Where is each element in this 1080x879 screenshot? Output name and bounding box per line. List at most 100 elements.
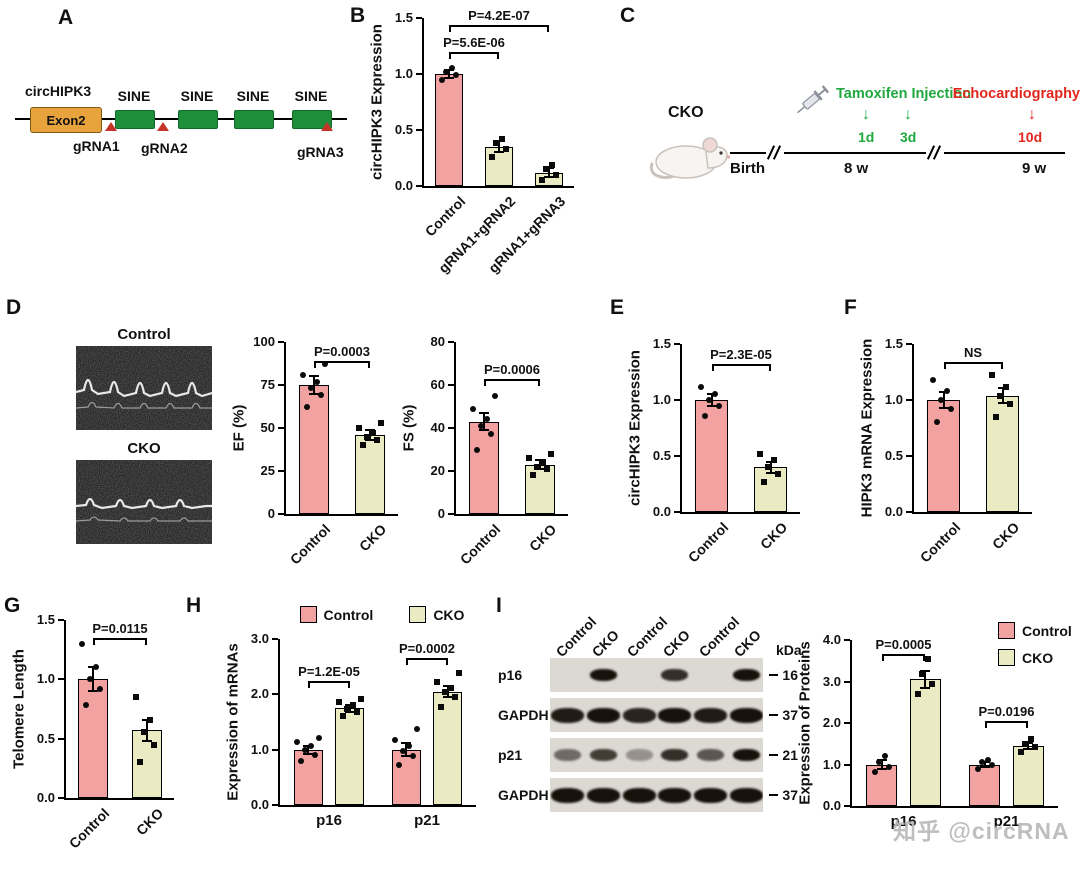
y-tick-label: 25 xyxy=(260,463,275,478)
x-axis-labels: Control CKO xyxy=(682,514,810,594)
experiment-timeline: CKO Tamoxifen Injection Echocardiography… xyxy=(638,26,1080,211)
y-tick-label: 50 xyxy=(260,420,275,435)
y-tick xyxy=(906,343,912,345)
data-point xyxy=(147,716,153,723)
legend-label: Control xyxy=(323,606,374,623)
panel-h-chart: Control CKO Expression of mRNAs 0.0 1.0 2.0 3.… xyxy=(224,606,486,831)
sine-box xyxy=(115,110,155,129)
error-bar xyxy=(405,743,408,757)
data-point xyxy=(93,664,99,671)
data-point xyxy=(137,759,143,766)
y-tick xyxy=(272,748,278,751)
plot-area: P=1.2E-05 P=0.0002 xyxy=(278,639,476,807)
error-cap xyxy=(442,696,453,699)
kda-value: 21 xyxy=(782,747,798,763)
sig-tick xyxy=(314,361,316,368)
data-point xyxy=(308,385,314,392)
x-tick-label: p21 xyxy=(993,813,1020,830)
grna3-label: gRNA3 xyxy=(297,144,344,160)
kda-dash xyxy=(769,674,779,676)
gene-map-diagram: circHIPK3 Exon2 SINE SINE SINE SINE gRNA… xyxy=(15,80,350,190)
data-point xyxy=(474,446,480,453)
y-tick xyxy=(448,470,454,472)
sine-label: SINE xyxy=(236,88,270,104)
plot-area: Control CKO P=0.0005 P=0.0196 xyxy=(850,622,1072,808)
data-point xyxy=(1022,740,1029,747)
data-point xyxy=(943,388,950,395)
data-point xyxy=(885,763,892,770)
y-tick xyxy=(58,797,64,799)
bar xyxy=(927,400,960,512)
y-tick xyxy=(906,511,912,513)
sig-tick xyxy=(347,682,350,689)
chart-legend: Control CKO xyxy=(278,606,486,623)
sig-bracket xyxy=(484,378,540,381)
error-cap xyxy=(938,406,949,409)
legend-swatch xyxy=(409,606,427,623)
tamoxifen-label: Tamoxifen Injection xyxy=(836,86,972,102)
exon2-label: Exon2 xyxy=(46,112,86,128)
chart-legend: Control CKO xyxy=(998,622,1072,666)
error-cap xyxy=(544,167,554,170)
sine-label: SINE xyxy=(117,88,151,104)
chart-body: Telomere Length 0.0 0.5 1.0 1.5 P=0.0115 xyxy=(10,612,184,805)
sig-tick xyxy=(547,25,549,32)
x-tick-label: Control xyxy=(916,519,963,566)
error-bar xyxy=(448,69,450,79)
y-axis: 0.0 0.5 1.0 1.5 xyxy=(876,336,912,519)
data-point xyxy=(1032,744,1039,751)
y-axis-label: circHIPK3 Expression xyxy=(368,18,386,188)
data-point xyxy=(339,713,346,720)
arrow-down-3d-icon: ↓ xyxy=(904,106,912,123)
data-point xyxy=(294,738,301,745)
error-cap xyxy=(765,471,776,474)
data-point xyxy=(370,430,376,437)
data-point xyxy=(929,376,936,383)
panel-d-ef-chart: EF (%) 0 25 50 75 100 P=0.0003 Control CKO xyxy=(230,334,408,596)
x-axis-labels: p16 p21 xyxy=(852,808,1068,832)
data-point xyxy=(549,161,555,168)
error-cap xyxy=(303,752,314,755)
error-cap xyxy=(309,392,319,395)
sig-label: P=1.2E-05 xyxy=(298,664,360,680)
y-tick-label: 20 xyxy=(430,463,445,478)
plot-area: P=0.0006 xyxy=(454,342,568,516)
chart-body: circHIPK3 Expression 0.0 0.5 1.0 1.5 P=5.6E-0… xyxy=(368,8,584,193)
y-tick-label: 1.0 xyxy=(250,741,269,757)
week8-label: 8 w xyxy=(844,160,869,177)
y-tick xyxy=(674,455,680,457)
error-cap xyxy=(401,742,412,745)
sig-tick xyxy=(1026,722,1029,728)
panel-g-label: G xyxy=(4,594,21,617)
kda-header: kDa xyxy=(776,642,802,658)
blot-band xyxy=(658,787,692,803)
y-tick xyxy=(674,343,680,345)
blot-row: p16 16 xyxy=(498,658,798,692)
y-tick-label: 1.5 xyxy=(36,612,55,627)
y-tick xyxy=(844,680,850,683)
y-axis-label: Telomere Length xyxy=(10,620,28,800)
x-tick-label: CKO xyxy=(988,519,1022,553)
blot-strip xyxy=(549,778,764,812)
y-tick xyxy=(278,427,284,429)
data-point xyxy=(308,743,315,750)
x-tick-label: Control xyxy=(684,519,731,566)
blot-band xyxy=(622,707,656,723)
data-point xyxy=(478,422,484,429)
y-tick-label: 1.0 xyxy=(394,66,413,81)
chart-body: EF (%) 0 25 50 75 100 P=0.0003 xyxy=(230,334,408,521)
sig-bracket xyxy=(943,362,1003,365)
blot-band xyxy=(661,749,689,761)
sig-bracket xyxy=(449,51,499,54)
blot-band xyxy=(732,749,760,761)
echo-images: Control CKO xyxy=(76,326,216,544)
blot-band xyxy=(658,707,692,723)
bar xyxy=(909,679,941,806)
y-axis-label: FS (%) xyxy=(400,342,418,516)
y-axis-label: HIPK3 mRNA Expression xyxy=(858,339,876,518)
y-axis-label-text: FS (%) xyxy=(400,404,418,452)
grna2-label: gRNA2 xyxy=(141,140,188,156)
y-tick xyxy=(844,639,850,641)
data-point xyxy=(374,437,380,444)
bar xyxy=(969,764,1001,806)
